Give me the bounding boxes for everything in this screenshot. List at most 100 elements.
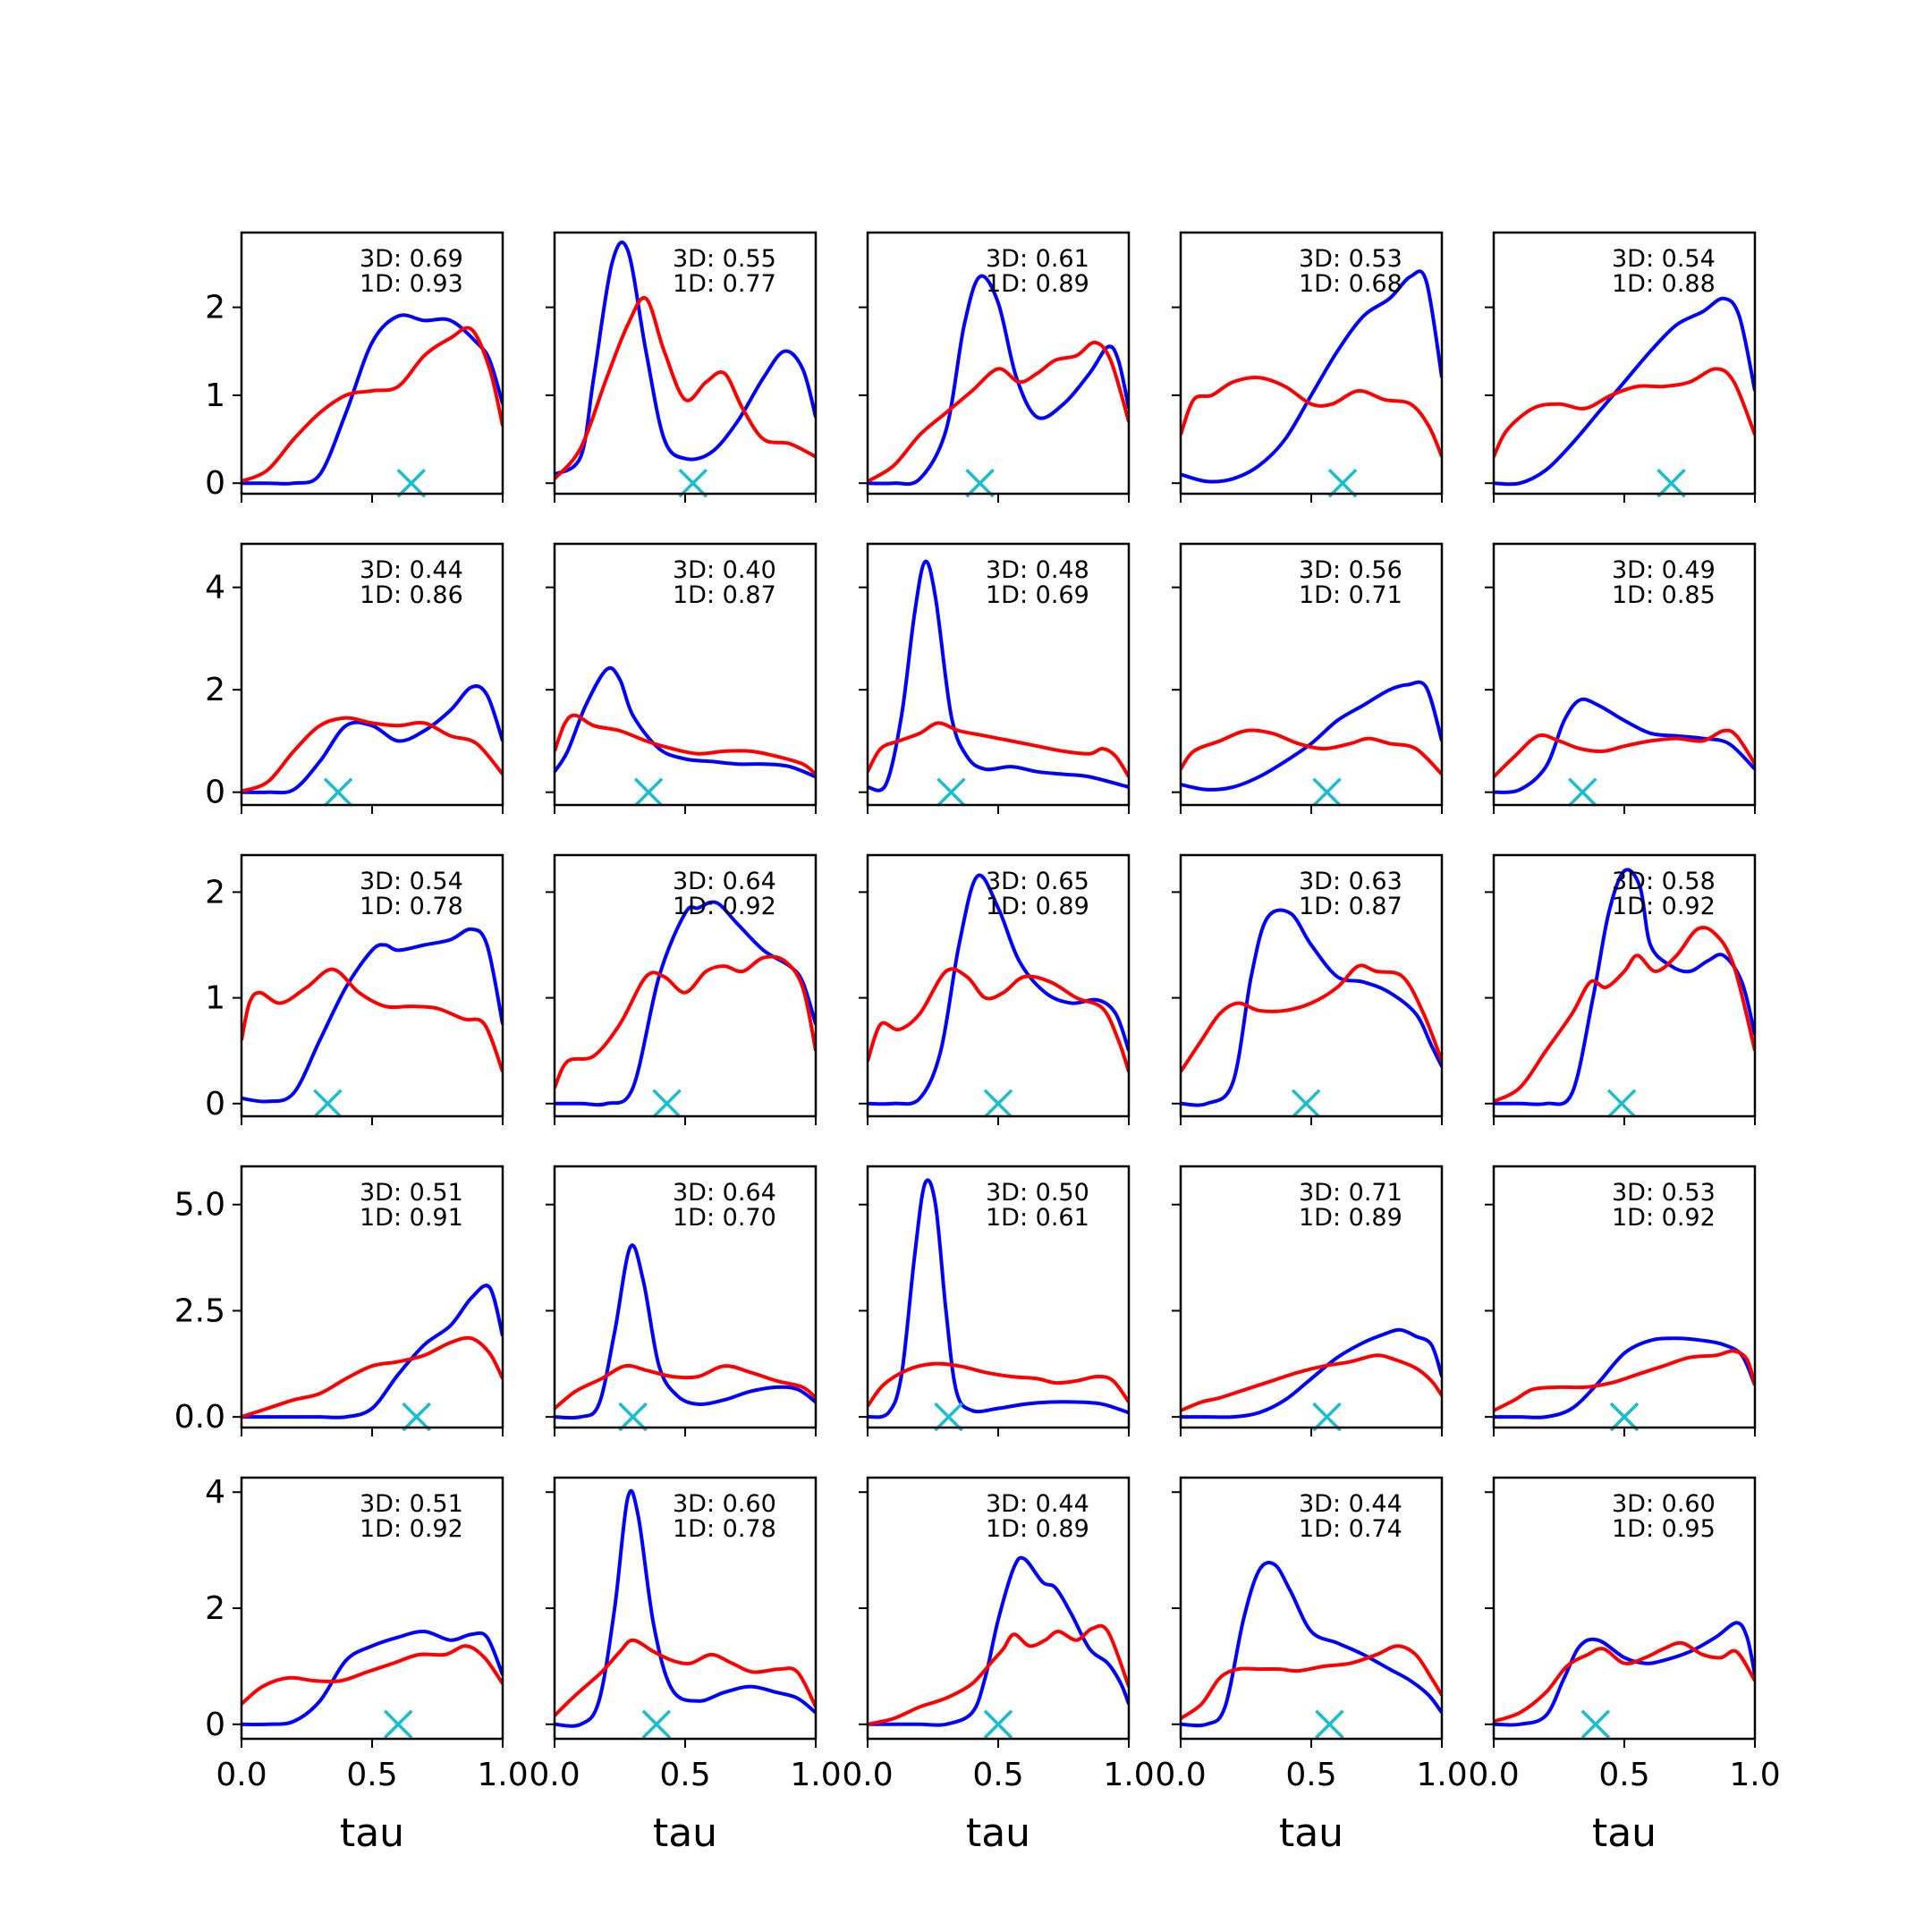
red-series-line — [868, 967, 1129, 1072]
annotation-1d: 1D: 0.71 — [1299, 581, 1402, 609]
annotation-3d: 3D: 0.50 — [986, 1179, 1089, 1207]
x-marker — [323, 777, 353, 807]
annotation-3d: 3D: 0.54 — [360, 868, 463, 895]
blue-series-line — [555, 240, 816, 477]
x-marker — [1312, 777, 1342, 807]
red-series-line — [1494, 367, 1755, 458]
blue-series-line — [1494, 1621, 1755, 1727]
blue-series-line — [242, 927, 503, 1104]
red-series-line — [242, 967, 503, 1073]
y-tick-label: 2.5 — [174, 1292, 225, 1329]
annotation-3d: 3D: 0.69 — [360, 245, 463, 273]
y-tick-label: 4 — [205, 1474, 225, 1511]
y-tick-label: 2 — [205, 1590, 225, 1627]
annotation-1d: 1D: 0.92 — [360, 1515, 463, 1543]
red-series-line — [1181, 1644, 1442, 1720]
x-tick-label: 1.0 — [1103, 1757, 1154, 1793]
blue-series-line — [242, 684, 503, 795]
x-marker — [1568, 777, 1597, 807]
x-marker — [936, 777, 966, 807]
red-series-line — [868, 1361, 1129, 1408]
x-tick-label: 0.5 — [972, 1757, 1023, 1793]
blue-series-line — [1181, 1560, 1442, 1728]
annotation-1d: 1D: 0.91 — [360, 1204, 463, 1232]
red-series-line — [555, 295, 816, 480]
blue-series-line — [1181, 680, 1442, 792]
annotation-1d: 1D: 0.85 — [1612, 581, 1716, 609]
blue-series-line — [1494, 868, 1755, 1106]
x-tick-label: 0.5 — [1285, 1757, 1336, 1793]
annotation-3d: 3D: 0.53 — [1299, 245, 1402, 273]
x-marker — [402, 1402, 431, 1432]
annotation-3d: 3D: 0.51 — [360, 1490, 463, 1518]
annotation-3d: 3D: 0.55 — [673, 245, 776, 273]
red-series-line — [1494, 926, 1755, 1104]
x-tick-label: 0.5 — [1598, 1757, 1649, 1793]
annotation-1d: 1D: 0.92 — [673, 893, 776, 920]
blue-series-line — [1181, 269, 1442, 484]
x-marker — [983, 1089, 1013, 1119]
y-tick-label: 1 — [205, 377, 225, 414]
red-series-line — [1494, 1640, 1755, 1724]
y-tick-label: 2 — [205, 290, 225, 326]
x-marker — [1609, 1402, 1640, 1432]
annotation-3d: 3D: 0.53 — [1612, 1179, 1716, 1207]
red-series-line — [555, 954, 816, 1089]
annotation-1d: 1D: 0.61 — [986, 1204, 1089, 1232]
x-marker — [1657, 468, 1686, 498]
red-series-line — [868, 340, 1129, 483]
x-marker — [1580, 1709, 1611, 1740]
x-tick-label: 0.5 — [659, 1757, 710, 1793]
annotation-3d: 3D: 0.51 — [360, 1179, 463, 1207]
x-marker — [1291, 1089, 1321, 1119]
x-marker — [678, 468, 708, 498]
annotation-3d: 3D: 0.63 — [1299, 868, 1402, 895]
red-series-line — [242, 1335, 503, 1419]
x-tick-label: 0.0 — [529, 1757, 580, 1793]
annotation-3d: 3D: 0.40 — [673, 556, 776, 584]
blue-series-line — [555, 665, 816, 779]
x-axis-title: tau — [653, 1810, 717, 1856]
x-tick-label: 1.0 — [1729, 1757, 1780, 1793]
y-tick-label: 1 — [205, 980, 225, 1017]
x-marker — [1606, 1089, 1637, 1119]
x-axis-title: tau — [1592, 1810, 1657, 1856]
annotation-3d: 3D: 0.44 — [986, 1490, 1089, 1518]
blue-series-line — [868, 559, 1129, 792]
blue-series-line — [242, 1284, 503, 1419]
annotation-1d: 1D: 0.89 — [986, 1515, 1089, 1543]
annotation-3d: 3D: 0.60 — [1612, 1490, 1716, 1518]
red-series-line — [242, 326, 503, 484]
red-series-line — [1494, 1349, 1755, 1412]
y-tick-label: 0 — [205, 1086, 225, 1123]
annotation-1d: 1D: 0.93 — [360, 270, 463, 298]
annotation-3d: 3D: 0.56 — [1299, 556, 1402, 584]
annotation-3d: 3D: 0.61 — [986, 245, 1089, 273]
x-marker — [1315, 1709, 1344, 1740]
red-series-line — [1494, 728, 1755, 778]
x-tick-label: 0.0 — [216, 1757, 267, 1793]
annotation-3d: 3D: 0.71 — [1299, 1179, 1402, 1207]
red-series-line — [555, 713, 816, 776]
red-series-line — [242, 1644, 503, 1706]
red-series-line — [555, 1638, 816, 1717]
x-marker — [633, 777, 664, 807]
annotation-1d: 1D: 0.74 — [1299, 1515, 1402, 1543]
x-marker — [1312, 1402, 1342, 1432]
red-series-line — [1181, 728, 1442, 776]
blue-series-line — [868, 1178, 1129, 1419]
annotation-1d: 1D: 0.86 — [360, 581, 463, 609]
annotation-3d: 3D: 0.64 — [673, 868, 776, 895]
blue-series-line — [555, 900, 816, 1107]
blue-series-line — [1494, 1336, 1755, 1419]
blue-series-line — [1181, 1327, 1442, 1419]
annotation-3d: 3D: 0.48 — [986, 556, 1089, 584]
